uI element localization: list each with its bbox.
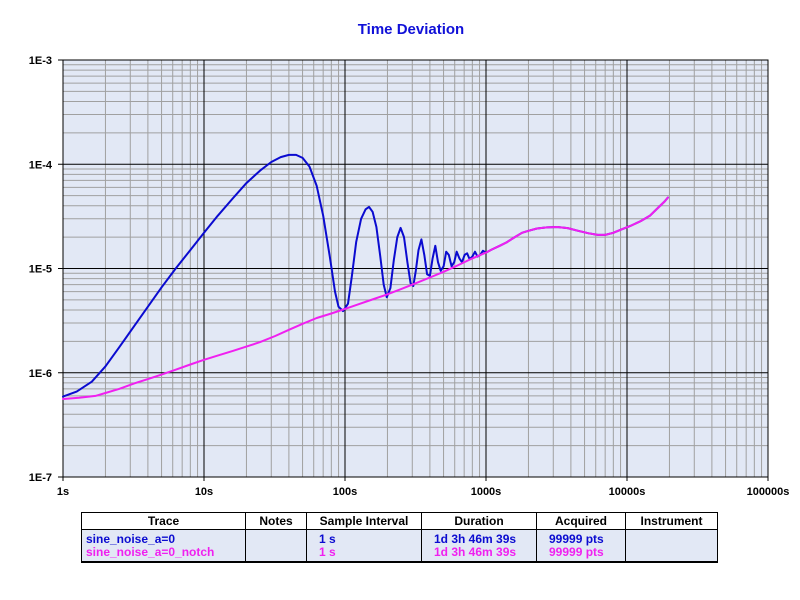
legend-header-row: Trace Notes Sample Interval Duration Acq… [81,512,718,530]
legend-trace-name: sine_noise_a=0_notch [81,546,246,563]
header-trace: Trace [81,512,246,530]
legend-duration: 1d 3h 46m 39s [421,529,537,546]
legend-instrument [625,546,718,563]
legend-table: Trace Notes Sample Interval Duration Acq… [81,512,718,563]
header-acquired: Acquired [536,512,626,530]
y-tick-label: 1E-4 [29,159,53,171]
legend-row: sine_noise_a=0_notch 1 s 1d 3h 46m 39s 9… [81,546,718,563]
series-line-sine-noise-notch [62,196,669,400]
header-sample-interval: Sample Interval [306,512,422,530]
x-tick-label: 1s [57,486,69,498]
chart-title: Time Deviation [358,21,464,38]
legend-sample-interval: 1 s [306,529,422,546]
x-tick-label: 100000s [747,486,790,498]
header-duration: Duration [421,512,537,530]
y-tick-label: 1E-6 [29,368,52,380]
legend-sample-interval: 1 s [306,546,422,563]
y-tick-label: 1E-7 [29,472,52,484]
y-axis: 1E-3 1E-4 1E-5 1E-6 1E-7 [29,55,63,484]
y-tick-label: 1E-5 [29,264,52,276]
x-axis: 1s 10s 100s 1000s 10000s 100000s [57,477,790,498]
legend-instrument [625,529,718,546]
x-tick-label: 1000s [471,486,502,498]
series-layer [62,153,669,400]
legend-notes [245,546,307,563]
legend-row: sine_noise_a=0 1 s 1d 3h 46m 39s 99999 p… [81,529,718,546]
y-tick-label: 1E-3 [29,55,52,67]
x-tick-label: 100s [333,486,357,498]
legend-acquired: 99999 pts [536,546,626,563]
header-notes: Notes [245,512,307,530]
legend-acquired: 99999 pts [536,529,626,546]
legend-duration: 1d 3h 46m 39s [421,546,537,563]
x-tick-label: 10s [195,486,213,498]
legend-notes [245,529,307,546]
legend-trace-name: sine_noise_a=0 [81,529,246,546]
grid-major [63,60,768,477]
x-tick-label: 10000s [609,486,646,498]
header-instrument: Instrument [625,512,718,530]
